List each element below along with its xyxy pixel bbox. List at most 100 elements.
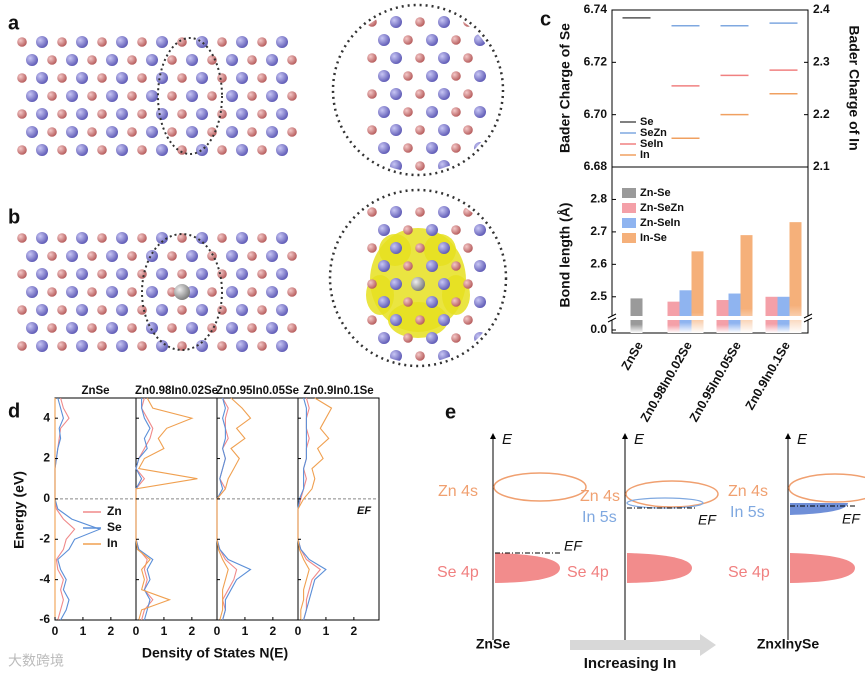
dos-tick-label: 2 bbox=[351, 624, 358, 638]
atom bbox=[26, 286, 38, 298]
panel-label: b bbox=[8, 206, 20, 228]
atom bbox=[426, 106, 438, 118]
atom bbox=[36, 108, 48, 120]
atom bbox=[367, 89, 377, 99]
inset bbox=[367, 16, 486, 172]
atom bbox=[137, 341, 147, 351]
x-tick-label: Zn0.95In0.05Se bbox=[687, 339, 744, 424]
vb-band bbox=[495, 553, 560, 583]
atom bbox=[415, 17, 425, 27]
atom bbox=[186, 54, 198, 66]
atom bbox=[177, 305, 187, 315]
dos-line bbox=[216, 397, 238, 621]
atom bbox=[217, 341, 227, 351]
atom bbox=[76, 36, 88, 48]
atom bbox=[217, 109, 227, 119]
y-axis-label: Bond length (Å) bbox=[557, 203, 573, 308]
atom bbox=[226, 54, 238, 66]
atom bbox=[236, 340, 248, 352]
atom bbox=[403, 333, 413, 343]
panel-label: a bbox=[8, 12, 20, 34]
atom bbox=[97, 37, 107, 47]
atom bbox=[276, 232, 288, 244]
atom bbox=[156, 36, 168, 48]
atom bbox=[146, 54, 158, 66]
atom bbox=[17, 145, 27, 155]
atom bbox=[87, 127, 97, 137]
axis-label: E bbox=[634, 431, 645, 448]
atom bbox=[390, 124, 402, 136]
atom bbox=[137, 233, 147, 243]
atom bbox=[451, 297, 461, 307]
atom bbox=[47, 251, 57, 261]
atom bbox=[257, 233, 267, 243]
atom bbox=[87, 251, 97, 261]
energy-tick-label: 2 bbox=[43, 451, 50, 465]
atom bbox=[156, 144, 168, 156]
atom bbox=[196, 268, 208, 280]
atom bbox=[106, 54, 118, 66]
atom bbox=[390, 16, 402, 28]
vb-band bbox=[790, 553, 855, 583]
band-label: In 5s bbox=[582, 509, 617, 526]
atom bbox=[76, 72, 88, 84]
y-tick-label: 2.8 bbox=[590, 192, 607, 206]
atom bbox=[287, 287, 297, 297]
atom bbox=[116, 304, 128, 316]
compound-label: ZnxInySe bbox=[757, 636, 819, 652]
atom bbox=[247, 127, 257, 137]
atom bbox=[403, 107, 413, 117]
atom bbox=[390, 88, 402, 100]
bar bbox=[691, 251, 704, 333]
atom bbox=[186, 322, 198, 334]
atom bbox=[438, 206, 450, 218]
compound-label: ZnSe bbox=[476, 636, 510, 652]
band-label: Zn 4s bbox=[728, 483, 768, 500]
atom bbox=[57, 109, 67, 119]
atom bbox=[177, 233, 187, 243]
atom bbox=[415, 243, 425, 253]
atom bbox=[57, 73, 67, 83]
fermi-label: EF bbox=[357, 505, 371, 517]
atom bbox=[474, 142, 486, 154]
atom bbox=[36, 232, 48, 244]
atom bbox=[186, 250, 198, 262]
atom bbox=[36, 304, 48, 316]
atom bbox=[415, 351, 425, 361]
dos-line bbox=[54, 397, 102, 621]
break-mark bbox=[803, 317, 813, 323]
energy-tick-label: 4 bbox=[43, 410, 50, 424]
atom bbox=[116, 268, 128, 280]
atom bbox=[97, 145, 107, 155]
atom bbox=[463, 53, 473, 63]
band-label: Zn 4s bbox=[438, 483, 478, 500]
atom bbox=[415, 125, 425, 135]
atom bbox=[97, 109, 107, 119]
y-tick-label: 2.7 bbox=[590, 224, 607, 238]
atom bbox=[390, 52, 402, 64]
atom bbox=[403, 71, 413, 81]
atom bbox=[463, 243, 473, 253]
atom bbox=[17, 341, 27, 351]
atom bbox=[217, 233, 227, 243]
atom bbox=[403, 225, 413, 235]
atom bbox=[415, 53, 425, 63]
atom bbox=[76, 144, 88, 156]
dos-line bbox=[297, 397, 322, 621]
y-tick-label: 6.74 bbox=[584, 2, 608, 16]
atom bbox=[116, 340, 128, 352]
atom bbox=[196, 144, 208, 156]
atom bbox=[463, 279, 473, 289]
atom bbox=[415, 161, 425, 171]
dos-tick-label: 1 bbox=[80, 624, 87, 638]
atom bbox=[266, 54, 278, 66]
atom bbox=[287, 55, 297, 65]
atom bbox=[403, 261, 413, 271]
dos-line bbox=[297, 397, 327, 621]
panel-title: Zn0.95In0.05Se bbox=[216, 385, 299, 397]
legend-label: Zn-Se bbox=[640, 187, 671, 199]
dopant-atom bbox=[174, 284, 190, 300]
atom bbox=[276, 36, 288, 48]
atom bbox=[463, 351, 473, 361]
atom bbox=[57, 145, 67, 155]
